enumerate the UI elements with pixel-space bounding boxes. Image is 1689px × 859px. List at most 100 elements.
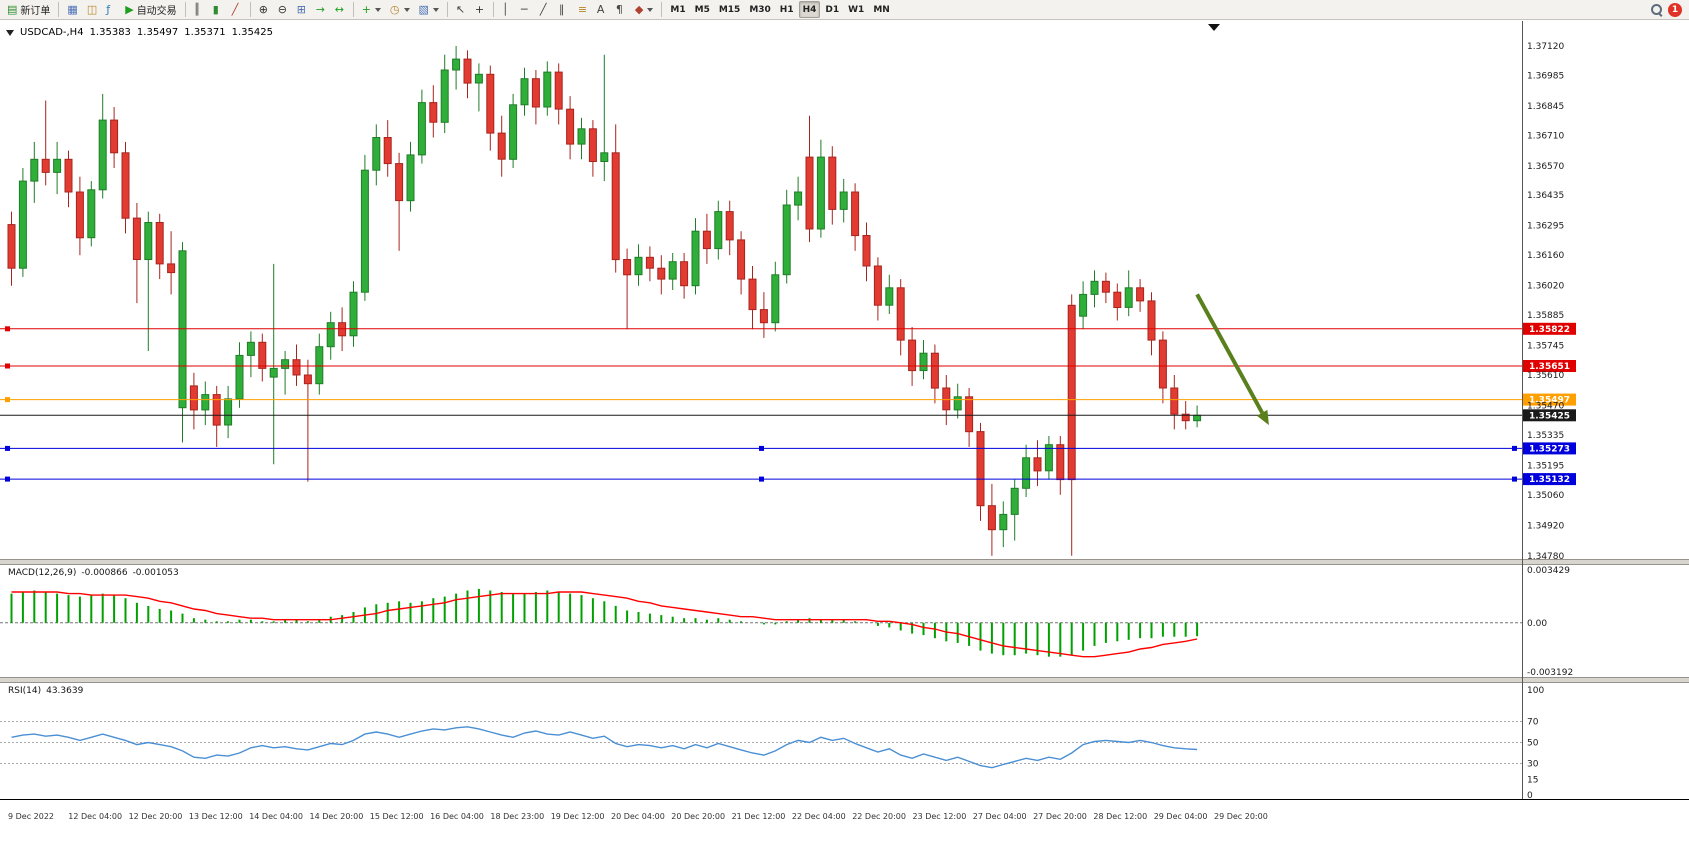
line-handle[interactable] [5,326,10,332]
candle-body [395,163,404,202]
line-chart-button[interactable]: ╱ [228,1,246,18]
candle [7,211,16,286]
channel-button[interactable]: ∥ [555,1,573,18]
price-line-1.35497[interactable] [0,393,1576,406]
candle-body [87,189,96,239]
auto-scroll-button[interactable]: → [312,1,330,18]
candle [725,200,734,256]
time-axis-label: 28 Dec 12:00 [1093,812,1147,821]
tile-windows-button[interactable]: ⊞ [293,1,311,18]
cursor-icon: ↖ [455,3,466,16]
chart-plot[interactable]: 1.35822 1.35651 1.35497 1.35425 1.35273 1.351… [0,21,1689,859]
candle-body [885,287,894,306]
candle [520,67,529,116]
candle-body [326,322,335,348]
candle [121,141,130,234]
candle [919,340,928,380]
cursor-button[interactable]: ↖ [452,1,470,18]
timeframe-w1[interactable]: W1 [844,1,868,18]
charts-button[interactable]: ▦ [63,1,81,18]
panel-splitter[interactable] [0,677,1689,683]
line-handle[interactable] [5,397,10,403]
candle-body [417,102,426,156]
indicators-button[interactable]: + [358,1,385,18]
candle-body [75,191,84,239]
candle [702,213,711,264]
timeframe-mn[interactable]: MN [869,1,894,18]
candlestick-chart-button[interactable]: ▮ [209,1,227,18]
candle-body [611,152,620,261]
horizontal-line-button[interactable]: ─ [517,1,535,18]
new-order-button[interactable]: ▤ 新订单 [3,1,54,18]
text-label-button[interactable]: ¶ [612,1,630,18]
one-click-trading-dropdown-icon[interactable] [6,29,14,36]
candle-body [816,156,825,230]
timeframe-d1[interactable]: D1 [821,1,843,18]
line-handle[interactable] [1512,476,1517,482]
autotrading-button[interactable]: ▶ 自动交易 [121,1,180,18]
chart-shift-marker-icon[interactable] [1208,24,1220,31]
candle [1170,375,1179,430]
timeframe-h4[interactable]: H4 [798,1,821,18]
crosshair-button[interactable]: + [471,1,489,18]
text-button[interactable]: A [593,1,611,18]
text-icon: A [596,3,605,16]
macd-signal-line [11,591,1198,658]
trend-arrow-head[interactable] [1256,409,1269,426]
search-icon[interactable] [1650,3,1663,16]
candle [87,181,96,247]
panel-splitter[interactable] [0,559,1689,565]
line-handle[interactable] [5,476,10,482]
fibonacci-button[interactable]: ≡ [574,1,592,18]
rsi-name: RSI(14) [8,686,42,696]
profiles-button[interactable]: ◫ [83,1,101,18]
candle [292,344,301,386]
timeframe-m30[interactable]: M30 [745,1,774,18]
candle-body [98,119,107,191]
timeframe-m1[interactable]: M1 [666,1,689,18]
timeframe-m5[interactable]: M5 [691,1,714,18]
chart-shift-button[interactable]: ↔ [331,1,349,18]
price-line-1.35425[interactable] [0,409,1576,422]
data-window-button[interactable]: ƒ [102,1,120,18]
template-icon: ▧ [418,3,429,16]
line-handle[interactable] [5,363,10,369]
candle [839,178,848,223]
candle [246,331,255,378]
line-handle[interactable] [5,445,10,451]
candle [1113,283,1122,321]
zoom-out-button[interactable]: ⊖ [274,1,292,18]
rsi-label: RSI(14) 43.3639 [8,686,83,696]
candle [41,100,50,186]
timeframe-m15[interactable]: M15 [715,1,744,18]
candle-body [645,256,654,269]
price-axis-label: 1.35335 [1527,431,1564,441]
candle-body [828,156,837,210]
bar-chart-button[interactable]: ║ [190,1,208,18]
time-axis-label: 29 Dec 20:00 [1214,812,1268,821]
notification-badge[interactable]: 1 [1668,2,1682,17]
trendline-button[interactable]: ╱ [536,1,554,18]
candle [110,107,119,168]
timeframe-h1[interactable]: H1 [776,1,798,18]
price-line-1.35651[interactable] [0,360,1576,372]
price-line-1.35132[interactable] [0,473,1576,486]
candle [805,115,814,243]
candle-body [246,341,255,356]
templates-button[interactable]: ▧ [415,1,443,18]
shapes-icon: ◆ [634,3,644,16]
candle-body [452,58,461,71]
vertical-line-button[interactable]: │ [498,1,516,18]
candle-body [1193,414,1202,422]
zoom-in-button[interactable]: ⊕ [255,1,273,18]
trend-arrow-shaft[interactable] [1195,293,1264,414]
arrows-button[interactable]: ◆ [631,1,657,18]
price-line-1.35822[interactable] [0,322,1576,335]
periods-button[interactable]: ◷ [386,1,414,18]
line-handle[interactable] [759,476,764,482]
line-handle[interactable] [759,445,764,451]
line-handle[interactable] [1512,445,1517,451]
chart-window: 1.35822 1.35651 1.35497 1.35425 1.35273 1.351… [0,21,1689,859]
trend-arrow[interactable] [1195,293,1269,426]
price-line-1.35273[interactable] [0,442,1576,455]
